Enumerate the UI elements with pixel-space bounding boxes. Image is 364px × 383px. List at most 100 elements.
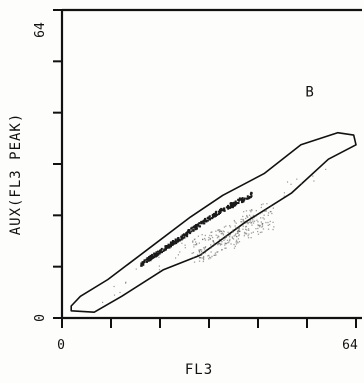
dense-dot [220, 208, 223, 211]
diffuse-dot [265, 209, 267, 211]
dense-dot [190, 227, 193, 230]
dense-dot [192, 229, 195, 232]
dense-dot [187, 231, 190, 234]
diffuse-dot [227, 231, 229, 233]
diffuse-dot [198, 250, 200, 252]
diffuse-dot [223, 239, 225, 241]
diffuse-dot [217, 251, 219, 253]
diffuse-dot [218, 238, 221, 241]
dense-dot [167, 246, 170, 249]
diffuse-dot [253, 220, 256, 222]
diffuse-dot [272, 207, 274, 209]
dense-dot [181, 234, 184, 237]
dense-dot [242, 200, 245, 203]
diffuse-dot [248, 214, 251, 216]
diffuse-dot [212, 240, 214, 242]
diffuse-dot [211, 255, 213, 258]
diffuse-dot [245, 226, 247, 228]
diffuse-dot [208, 258, 210, 260]
diffuse-dot [242, 218, 244, 221]
dense-dot [206, 219, 209, 222]
plot-frame [60, 8, 362, 320]
dense-dot [214, 213, 217, 215]
diffuse-dot [229, 234, 231, 236]
diffuse-dot [234, 221, 236, 223]
diffuse-dot [222, 234, 225, 236]
diffuse-dot [233, 219, 235, 222]
diffuse-dot [245, 225, 247, 228]
diffuse-dot [198, 260, 201, 262]
sparse-dot [102, 301, 104, 303]
diffuse-dot [218, 236, 220, 238]
dense-dot [235, 203, 238, 206]
diffuse-dot [224, 244, 226, 246]
dense-dot [169, 243, 172, 246]
diffuse-dot [246, 233, 248, 235]
diffuse-dot [250, 237, 252, 239]
diffuse-dot [225, 236, 227, 238]
diffuse-dot [213, 244, 216, 246]
dense-dot [245, 197, 248, 200]
diffuse-dot [247, 235, 249, 237]
dense-dot [145, 258, 148, 261]
diffuse-dot [265, 210, 267, 212]
dense-dot [219, 212, 222, 214]
diffuse-dot [223, 226, 226, 228]
diffuse-dot [210, 251, 212, 253]
diffuse-dot [226, 239, 229, 241]
sparse-dot [158, 256, 160, 258]
dense-dot [200, 220, 203, 223]
dense-dot [174, 240, 176, 243]
x-axis-label: FL3 [185, 362, 213, 378]
diffuse-dot [193, 261, 196, 263]
diffuse-dot [229, 225, 231, 227]
diffuse-dot [225, 247, 227, 249]
diffuse-dot [273, 226, 275, 228]
diffuse-dot [219, 243, 222, 245]
diffuse-dot [207, 255, 209, 257]
sparse-dot [184, 244, 186, 246]
dense-dot [211, 217, 214, 220]
diffuse-dot [257, 224, 259, 226]
diffuse-dot [235, 222, 237, 224]
diffuse-dot [202, 256, 205, 259]
diffuse-dot [201, 249, 203, 251]
diffuse-dot [220, 230, 222, 233]
dense-dot [195, 227, 198, 230]
diffuse-dot [244, 233, 246, 235]
diffuse-dot [224, 238, 226, 240]
diffuse-dot [259, 231, 262, 234]
sparse-dot [125, 282, 127, 284]
dense-dot [217, 210, 220, 213]
sparse-dot [125, 281, 127, 283]
diffuse-dot [252, 218, 254, 220]
dense-dot [148, 256, 151, 259]
x-tick-label-64: 64 [342, 338, 358, 353]
diffuse-dot [232, 231, 234, 233]
dense-dot [249, 196, 252, 199]
sparse-dot [260, 204, 263, 206]
diffuse-dot [248, 233, 250, 235]
diffuse-dot [261, 226, 263, 228]
diffuse-dot [260, 206, 262, 209]
dense-dot [143, 260, 146, 263]
diffuse-dot [238, 235, 240, 237]
diffuse-dot [193, 257, 195, 259]
diffuse-population [191, 205, 275, 263]
diffuse-dot [271, 212, 273, 215]
diffuse-dot [217, 243, 220, 245]
diffuse-dot [209, 237, 211, 240]
sparse-dot [184, 247, 186, 249]
diffuse-dot [201, 257, 203, 259]
diffuse-dot [259, 212, 261, 215]
diffuse-dot [237, 242, 239, 244]
diffuse-dot [247, 228, 250, 230]
dense-dot [166, 246, 169, 249]
diffuse-dot [214, 252, 217, 254]
dense-dot [170, 241, 172, 244]
dense-dot [225, 206, 228, 209]
diffuse-dot [267, 228, 270, 230]
dense-dot [237, 198, 240, 201]
diffuse-dot [235, 241, 237, 243]
diffuse-dot [203, 248, 206, 250]
